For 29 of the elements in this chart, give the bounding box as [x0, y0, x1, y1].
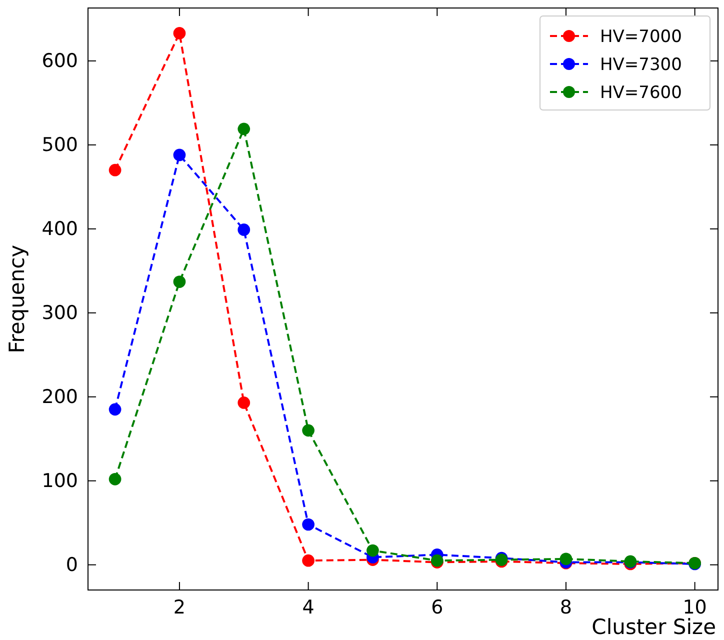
- point: [173, 27, 186, 40]
- legend-label: HV=7000: [600, 27, 682, 47]
- y-tick-label: 600: [42, 50, 78, 72]
- legend-label: HV=7300: [600, 55, 682, 75]
- y-tick-label: 500: [42, 134, 78, 156]
- point: [366, 544, 379, 557]
- point: [302, 518, 314, 531]
- y-tick-label: 100: [42, 470, 78, 492]
- point: [560, 552, 572, 566]
- x-tick-label: 4: [302, 596, 314, 618]
- y-tick-label: 400: [42, 218, 78, 240]
- x-tick-label: 6: [431, 596, 444, 618]
- y-axis-title: Frequency: [5, 244, 29, 354]
- point: [238, 122, 250, 136]
- point: [108, 472, 122, 486]
- point: [302, 424, 314, 437]
- point: [302, 554, 314, 567]
- point: [173, 276, 186, 288]
- point: [238, 396, 250, 409]
- y-tick-label: 0: [66, 554, 78, 576]
- point: [173, 148, 186, 162]
- point: [238, 224, 250, 236]
- x-tick-label: 2: [173, 596, 186, 618]
- point: [108, 403, 122, 416]
- y-tick-label: 300: [42, 302, 78, 324]
- y-tick-label: 200: [42, 386, 78, 408]
- point: [108, 164, 122, 176]
- x-tick-label: 8: [560, 596, 572, 618]
- legend-label: HV=7600: [600, 83, 682, 103]
